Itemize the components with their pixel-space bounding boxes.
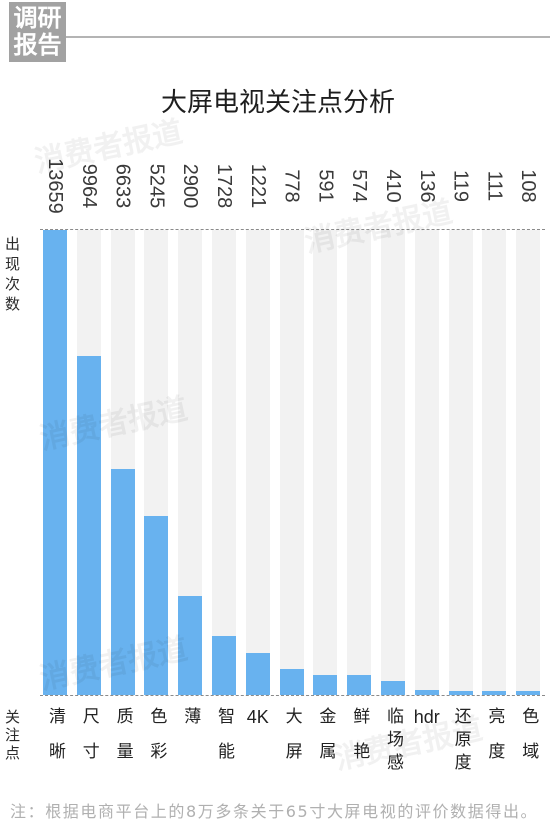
- bar: [381, 681, 405, 695]
- bar: [347, 675, 372, 695]
- bar-track: [313, 230, 338, 695]
- bar-track: [279, 230, 304, 695]
- category-label: 临场感: [383, 707, 403, 776]
- category-label: 清晰: [45, 707, 65, 777]
- value-label: 119: [449, 170, 472, 202]
- category-label: hdr: [413, 707, 440, 727]
- value-label: 778: [280, 169, 303, 203]
- bar: [76, 355, 101, 695]
- category-label: 色域: [518, 707, 539, 777]
- bar-track: [482, 230, 507, 695]
- category-label: 还原度: [450, 707, 471, 776]
- chart-title: 大屏电视关注点分析: [160, 88, 395, 118]
- category-label: 4K: [246, 707, 269, 727]
- bar: [448, 690, 473, 695]
- bar: [43, 230, 67, 695]
- badge-line-1: 调研: [13, 4, 62, 32]
- footnote: 注：根据电商平台上的8万多条关于65寸大屏电视的评价数据得出。: [10, 802, 539, 821]
- bar-track: [414, 230, 439, 695]
- report-badge: 调研 报告: [9, 2, 66, 62]
- bar-track: [347, 230, 372, 695]
- baseline-dashed-line: [40, 695, 545, 696]
- value-label: 9964: [77, 163, 100, 209]
- bar: [313, 674, 338, 695]
- value-label: 2900: [179, 163, 202, 209]
- badge-line-2: 报告: [13, 31, 62, 59]
- category-label: 色彩: [146, 707, 167, 777]
- value-label: 108: [517, 169, 540, 203]
- category-label: 金属: [315, 707, 336, 777]
- bar: [212, 636, 236, 695]
- category-label: 鲜艳: [349, 707, 370, 777]
- bar-track: [245, 230, 270, 695]
- value-label: 1728: [213, 163, 235, 209]
- category-label: 智能: [214, 707, 234, 777]
- x-axis-label: 关注点: [3, 709, 21, 763]
- value-label: 136: [415, 169, 438, 203]
- bar: [144, 516, 169, 695]
- value-label: 5245: [145, 163, 168, 209]
- category-label: 质量: [112, 707, 133, 777]
- bar: [110, 469, 135, 695]
- category-label: 亮度: [484, 707, 505, 777]
- bar: [279, 668, 304, 695]
- bar-track: [212, 230, 236, 695]
- value-label: 111: [483, 170, 506, 202]
- value-label: 1221: [246, 163, 269, 209]
- bar: [245, 653, 270, 695]
- category-label: 薄: [180, 707, 201, 724]
- bar-track: [448, 230, 473, 695]
- bar: [414, 690, 439, 695]
- header-rule: [66, 36, 550, 38]
- y-axis-label: 出现次数: [3, 236, 21, 316]
- bar-track: [516, 230, 541, 695]
- bar: [482, 691, 507, 695]
- category-label: 尺寸: [78, 707, 99, 777]
- value-label: 574: [348, 169, 371, 203]
- bar: [516, 691, 541, 695]
- value-label: 410: [382, 169, 404, 203]
- value-label: 13659: [44, 158, 66, 214]
- value-label: 591: [314, 169, 337, 203]
- value-label: 6633: [111, 163, 134, 209]
- bar-track: [381, 230, 405, 695]
- top-dashed-line: [40, 229, 545, 230]
- bar: [178, 596, 203, 695]
- category-label: 大屏: [281, 707, 302, 777]
